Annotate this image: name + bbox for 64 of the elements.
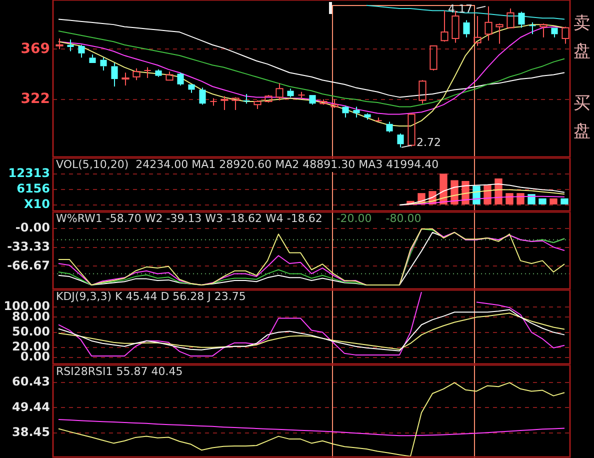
candlestick (528, 22, 536, 35)
bar (538, 198, 546, 204)
candlestick (518, 11, 525, 28)
chart-title: KDJ(9,3,3) K 45.44 D 56.28 J 23.75 (56, 290, 246, 303)
bar (440, 174, 448, 204)
text: 买盘 (574, 93, 590, 142)
y-tick-label: 0.00 (20, 350, 50, 364)
bar (506, 193, 514, 204)
ref-line-label: -20.00 (336, 212, 372, 225)
annotation: 4.17 (448, 2, 472, 16)
candlestick (562, 26, 570, 44)
candlestick (551, 28, 558, 38)
y-tick-label: 6156 (16, 182, 50, 196)
bar (462, 180, 470, 204)
y-tick-label: 60.43 (12, 374, 50, 389)
chart-title: VOL(5,10,20) 24234.00 MA1 28920.60 MA2 48891.30 MA3 41994.40 (56, 158, 439, 171)
candlestick (232, 96, 240, 111)
candlestick (100, 57, 107, 71)
candlestick (397, 133, 404, 148)
candlestick (353, 106, 360, 118)
candlestick (166, 71, 174, 81)
y-tick-label: 50.00 (12, 324, 50, 338)
annotation: 2.72 (416, 136, 441, 150)
candlestick (220, 96, 228, 111)
candlestick (243, 93, 250, 104)
candlestick (56, 38, 64, 50)
candlestick (89, 54, 96, 64)
candlestick (386, 121, 393, 133)
bar (528, 194, 536, 204)
candlestick (496, 22, 504, 44)
candlestick (506, 8, 514, 28)
candlestick (342, 105, 349, 118)
y-tick-label: 322 (20, 90, 50, 107)
y-tick-label: 38.45 (12, 425, 50, 440)
candlestick (188, 84, 195, 94)
candlestick (540, 22, 548, 38)
text: 卖盘 (574, 13, 590, 62)
candlestick (78, 44, 85, 58)
ref-line-label: -80.00 (386, 212, 422, 225)
bar (550, 198, 558, 204)
candlestick (122, 72, 130, 86)
candlestick (144, 66, 152, 78)
candlestick (309, 95, 316, 106)
y-tick-label: -66.67 (7, 258, 50, 272)
y-tick-label: 80.00 (12, 309, 50, 324)
y-tick-label: 12313 (8, 166, 50, 180)
y-tick-label: 369 (20, 40, 50, 57)
candlestick (484, 6, 492, 42)
candlestick (474, 16, 482, 46)
chart-title: W%RW1 -58.70 W2 -39.13 W3 -18.62 W4 -18.62 (56, 212, 322, 225)
candlestick (287, 88, 294, 98)
y-tick-label: 49.44 (12, 400, 50, 414)
bar (560, 198, 568, 204)
bar (516, 193, 524, 204)
y-tick-label: -33.33 (7, 239, 50, 254)
candlestick (440, 10, 448, 42)
y-tick-label: X10 (24, 197, 50, 212)
candlestick (67, 39, 74, 52)
candlestick (364, 112, 371, 120)
candlestick (463, 20, 470, 38)
candlestick (199, 87, 206, 106)
y-tick-label: -0.00 (15, 220, 50, 235)
chart-title: RSI28RSI1 55.87 40.45 (56, 364, 183, 378)
candlestick (111, 62, 118, 88)
